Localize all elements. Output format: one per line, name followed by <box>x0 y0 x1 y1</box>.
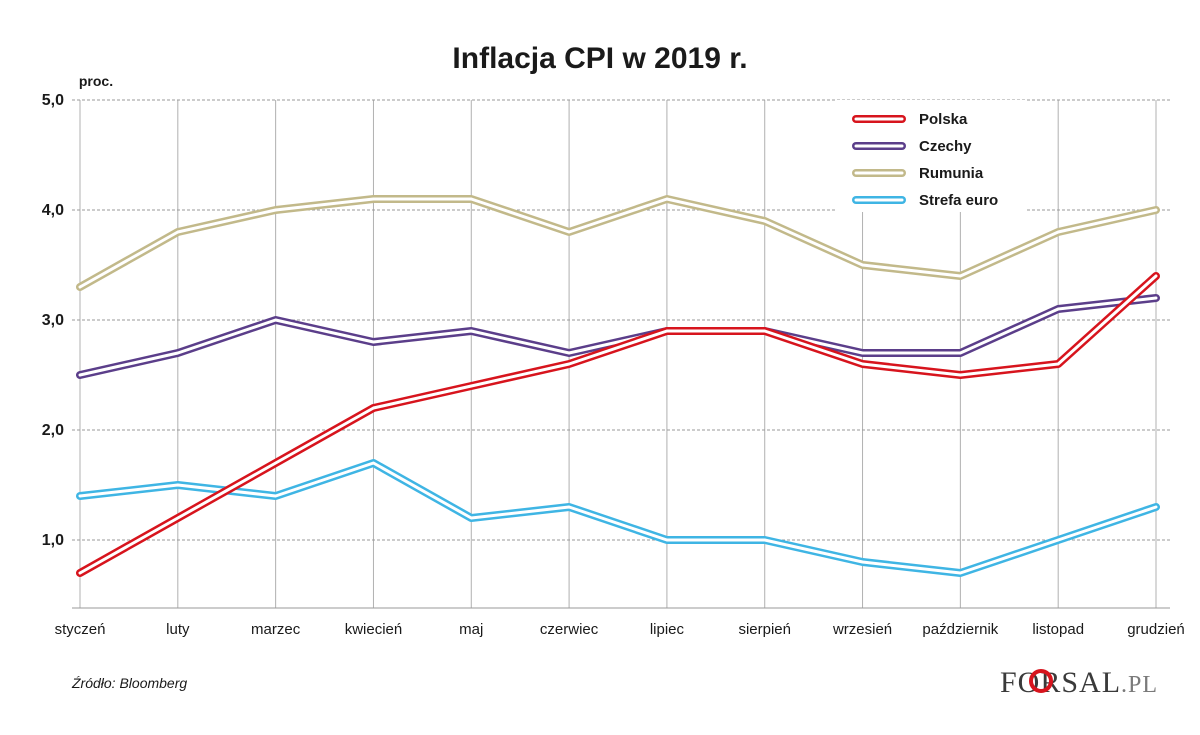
x-tick-label: wrzesień <box>832 621 892 638</box>
series-polska <box>76 272 1160 577</box>
x-tick-label: kwiecień <box>345 621 403 638</box>
x-tick-label: listopad <box>1032 621 1084 638</box>
series-line-outer <box>76 195 1160 291</box>
y-tick-label: 2,0 <box>42 422 64 439</box>
legend-label: Rumunia <box>919 165 984 182</box>
series-line-inner <box>78 274 1158 575</box>
legend-label: Strefa euro <box>919 192 998 209</box>
y-tick-label: 4,0 <box>42 202 64 219</box>
x-tick-label: październik <box>922 621 998 638</box>
series-layer <box>76 195 1160 577</box>
legend-item: Czechy <box>852 138 972 155</box>
logo-accent-icon <box>1029 669 1053 693</box>
logo-main: FORSAL <box>1000 666 1121 699</box>
legend: Polska Czechy Rumunia Strefa euro <box>836 100 1026 212</box>
series-line-inner <box>78 296 1158 377</box>
y-axis-unit: proc. <box>79 73 113 89</box>
y-tick-label: 5,0 <box>42 92 64 109</box>
x-tick-label: grudzień <box>1127 621 1185 638</box>
y-tick-label: 1,0 <box>42 532 64 549</box>
x-tick-label: sierpień <box>738 621 791 638</box>
legend-item: Polska <box>852 111 968 128</box>
series-line-outer <box>76 272 1160 577</box>
x-tick-label: czerwiec <box>540 621 599 638</box>
series-strefa-euro <box>76 459 1160 577</box>
x-axis: styczeń luty marzec kwiecień maj czerwiec lipi… <box>55 621 1185 638</box>
series-line-inner <box>78 197 1158 289</box>
x-tick-label: styczeń <box>55 621 106 638</box>
source-note: Źródło: Bloomberg <box>71 675 187 691</box>
legend-label: Czechy <box>919 138 972 155</box>
y-axis: 1,0 2,0 3,0 4,0 5,0 <box>42 92 64 549</box>
grid <box>72 99 1170 609</box>
x-tick-label: lipiec <box>650 621 685 638</box>
logo-suffix: .PL <box>1121 672 1158 698</box>
legend-item: Rumunia <box>852 165 984 182</box>
logo-text: FORSAL.PL <box>1000 666 1158 699</box>
y-tick-label: 3,0 <box>42 312 64 329</box>
legend-label: Polska <box>919 111 968 128</box>
series-rumunia <box>76 195 1160 291</box>
series-line-inner <box>78 461 1158 575</box>
series-czechy <box>76 294 1160 379</box>
chart-title: Inflacja CPI w 2019 r. <box>452 42 747 75</box>
legend-item: Strefa euro <box>852 192 998 209</box>
x-tick-label: luty <box>166 621 190 638</box>
x-tick-label: maj <box>459 621 483 638</box>
x-tick-label: marzec <box>251 621 301 638</box>
forsal-logo: FORSAL.PL <box>1000 660 1158 699</box>
